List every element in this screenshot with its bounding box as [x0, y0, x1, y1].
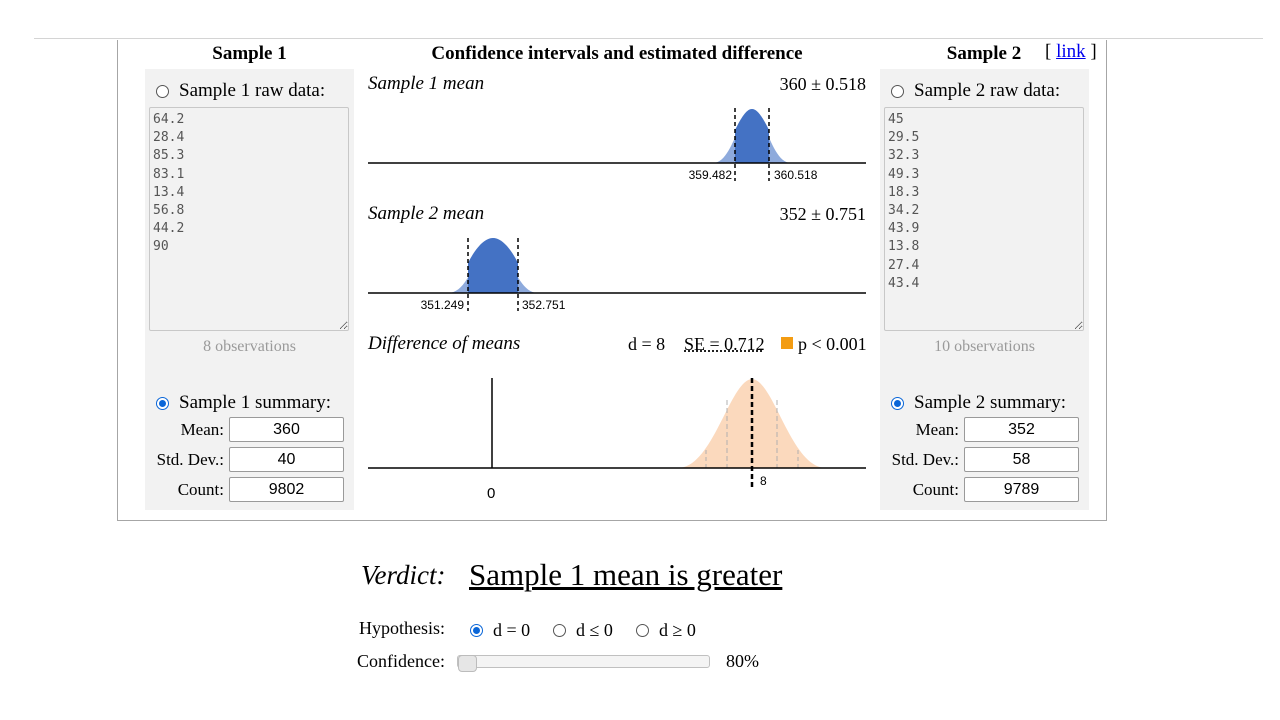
- link-bracket-close: ]: [1090, 41, 1097, 62]
- mean2-lower-label: 351.249: [420, 298, 464, 312]
- link-wrapper: [ link ]: [1045, 41, 1097, 63]
- mean1-ci-area: [735, 109, 769, 163]
- diff-d-label: 8: [760, 474, 767, 488]
- diff-d-value: d = 8: [628, 334, 666, 354]
- mean1-title: Sample 1 mean: [368, 73, 485, 94]
- calculator-frame: [117, 40, 1107, 521]
- sample2-mean-label: Mean:: [915, 420, 959, 439]
- sample1-sd-input[interactable]: [229, 447, 344, 472]
- sample1-count-label: Count:: [177, 480, 224, 499]
- hypothesis-option-le[interactable]: d ≤ 0: [553, 620, 613, 641]
- hypothesis-label: Hypothesis:: [359, 618, 446, 638]
- mean2-title: Sample 2 mean: [368, 203, 485, 224]
- sample2-raw-label: Sample 2 raw data:: [914, 80, 1061, 101]
- sample2-heading: Sample 2: [946, 43, 1022, 64]
- diff-curve: [678, 379, 826, 468]
- sample1-mean-label: Mean:: [180, 420, 224, 439]
- sample1-raw-label: Sample 1 raw data:: [179, 80, 326, 101]
- p-value-marker: [781, 337, 793, 349]
- sample1-sd-label: Std. Dev.:: [156, 450, 224, 469]
- verdict-text: Sample 1 mean is greater: [469, 557, 783, 592]
- verdict-label: Verdict:: [361, 560, 446, 590]
- sample2-sd-input[interactable]: [964, 447, 1079, 472]
- diff-zero-label: 0: [487, 485, 496, 502]
- sample1-observations: 8 observations: [203, 338, 296, 355]
- center-heading: Confidence intervals and estimated diffe…: [431, 43, 803, 64]
- sample2-raw-data[interactable]: [884, 107, 1084, 331]
- sample1-heading: Sample 1: [212, 43, 287, 64]
- sample1-raw-option[interactable]: Sample 1 raw data:: [156, 80, 325, 102]
- confidence-label: Confidence:: [357, 651, 445, 671]
- hypothesis-ge-label: d ≥ 0: [659, 620, 696, 640]
- sample1-summary-radio[interactable]: [156, 396, 169, 410]
- sample1-raw-data[interactable]: [149, 107, 349, 331]
- mean1-lower-label: 359.482: [688, 168, 732, 182]
- sample2-count-label: Count:: [912, 480, 959, 499]
- sample1-summary-option[interactable]: Sample 1 summary:: [156, 392, 331, 414]
- hypothesis-eq-label: d = 0: [493, 620, 531, 640]
- mean2-ci-area: [468, 238, 518, 293]
- hypothesis-le-label: d ≤ 0: [576, 620, 613, 640]
- diff-p-value: p < 0.001: [798, 334, 867, 354]
- top-divider: [34, 38, 1263, 39]
- hypothesis-ge-radio[interactable]: [636, 624, 649, 637]
- diff-title: Difference of means: [368, 333, 521, 354]
- sample2-sd-label: Std. Dev.:: [891, 450, 959, 469]
- sample2-summary-radio[interactable]: [891, 396, 904, 410]
- sample2-summary-label: Sample 2 summary:: [914, 392, 1066, 413]
- sample1-raw-radio[interactable]: [156, 84, 169, 98]
- sample2-summary-option[interactable]: Sample 2 summary:: [891, 392, 1066, 414]
- link-bracket-open: [: [1045, 41, 1052, 62]
- sample2-mean-input[interactable]: [964, 417, 1079, 442]
- mean2-value: 352 ± 0.751: [779, 204, 866, 224]
- sample1-summary-label: Sample 1 summary:: [179, 392, 331, 413]
- mean1-plot: [368, 108, 866, 181]
- mean1-value: 360 ± 0.518: [779, 74, 866, 94]
- hypothesis-eq-radio[interactable]: [470, 624, 483, 637]
- permalink[interactable]: link: [1056, 41, 1086, 62]
- hypothesis-option-eq[interactable]: d = 0: [470, 620, 530, 641]
- mean2-upper-label: 352.751: [522, 298, 566, 312]
- sample2-count-input[interactable]: [964, 477, 1079, 502]
- hypothesis-option-ge[interactable]: d ≥ 0: [636, 620, 696, 641]
- mean2-plot: [368, 238, 866, 311]
- confidence-slider-thumb[interactable]: [458, 655, 477, 672]
- sample2-observations: 10 observations: [934, 338, 1035, 355]
- confidence-value: 80%: [726, 651, 759, 671]
- confidence-slider-track[interactable]: [457, 655, 710, 668]
- sample1-mean-input[interactable]: [229, 417, 344, 442]
- mean1-upper-label: 360.518: [774, 168, 818, 182]
- diff-se-value[interactable]: SE = 0.712: [684, 334, 765, 354]
- sample2-raw-radio[interactable]: [891, 84, 904, 98]
- sample2-raw-option[interactable]: Sample 2 raw data:: [891, 80, 1060, 102]
- hypothesis-le-radio[interactable]: [553, 624, 566, 637]
- sample1-count-input[interactable]: [229, 477, 344, 502]
- diff-plot: [368, 378, 866, 488]
